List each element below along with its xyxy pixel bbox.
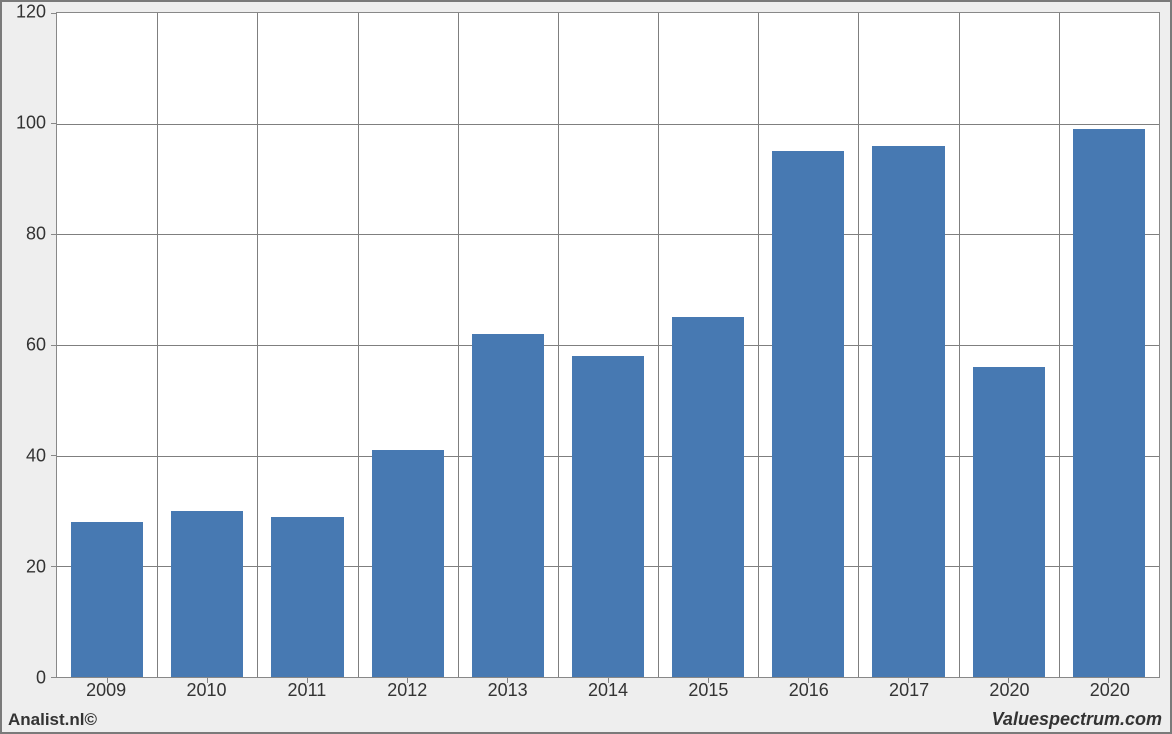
plot-frame (56, 12, 1160, 678)
bar (973, 367, 1045, 677)
bar (572, 356, 644, 677)
bar (71, 522, 143, 677)
bar (171, 511, 243, 677)
gridline-v (959, 13, 960, 677)
bar (1073, 129, 1145, 677)
x-axis-label: 2010 (187, 680, 227, 701)
x-axis-label: 2012 (387, 680, 427, 701)
y-tick (51, 234, 57, 235)
footer-right: Valuespectrum.com (992, 709, 1162, 730)
y-tick (51, 566, 57, 567)
gridline-v (658, 13, 659, 677)
gridline-v (858, 13, 859, 677)
y-tick (51, 123, 57, 124)
gridline-v (458, 13, 459, 677)
x-axis-label: 2016 (789, 680, 829, 701)
y-axis-label: 20 (26, 557, 46, 578)
y-tick (51, 455, 57, 456)
bar (772, 151, 844, 677)
gridline-v (257, 13, 258, 677)
x-axis-labels: 2009 2010 2011 2012 2013 2014 2015 2016 2017 2020… (56, 680, 1160, 704)
y-axis-label: 80 (26, 224, 46, 245)
y-tick (51, 677, 57, 678)
x-axis-label: 2013 (488, 680, 528, 701)
y-axis-label: 0 (36, 668, 46, 689)
bar (872, 146, 944, 677)
gridline-v (1059, 13, 1060, 677)
x-axis-label: 2011 (288, 680, 327, 701)
x-axis-label: 2015 (688, 680, 728, 701)
x-axis-label: 2020 (1090, 680, 1130, 701)
gridline-h (57, 345, 1159, 346)
y-tick (51, 13, 57, 14)
chart-container: 0 20 40 60 80 100 120 2009 2010 2011 2012 2013 2014… (0, 0, 1172, 734)
x-axis-label: 2014 (588, 680, 628, 701)
y-axis-label: 120 (16, 2, 46, 23)
bar (271, 517, 343, 677)
y-axis-label: 60 (26, 335, 46, 356)
x-axis-label: 2017 (889, 680, 929, 701)
x-axis-label: 2020 (989, 680, 1029, 701)
y-axis-label: 100 (16, 113, 46, 134)
gridline-v (157, 13, 158, 677)
y-tick (51, 345, 57, 346)
gridline-v (558, 13, 559, 677)
x-axis-label: 2009 (86, 680, 126, 701)
y-axis-labels: 020406080100120 (2, 12, 52, 678)
gridline-v (758, 13, 759, 677)
plot-area (57, 13, 1159, 677)
footer-left: Analist.nl© (8, 710, 97, 730)
y-axis-label: 40 (26, 446, 46, 467)
bar (672, 317, 744, 677)
gridline-v (358, 13, 359, 677)
gridline-h (57, 124, 1159, 125)
gridline-h (57, 234, 1159, 235)
bar (372, 450, 444, 677)
bar (472, 334, 544, 677)
